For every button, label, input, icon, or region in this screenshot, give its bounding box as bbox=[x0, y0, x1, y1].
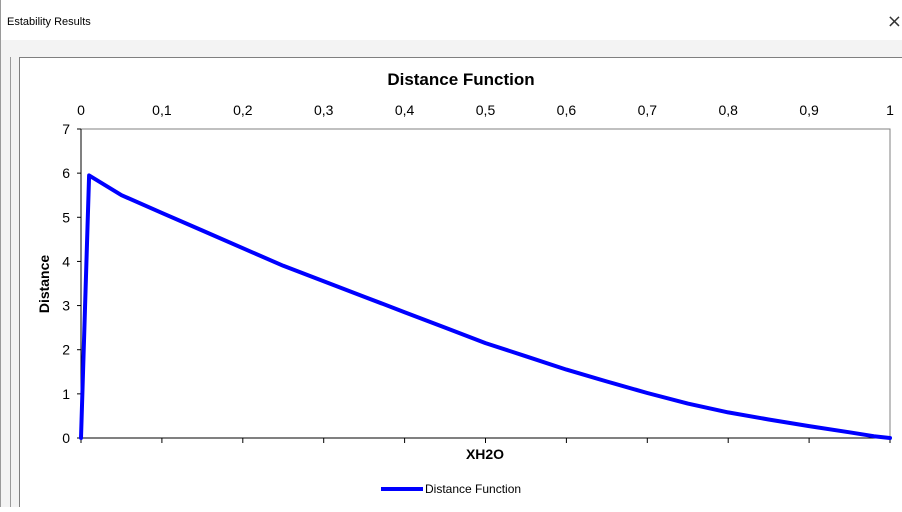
y-axis-label: Distance bbox=[36, 255, 52, 314]
chart-area: Distance Function XH2O Distance 0 1 2 3 4 5 6 7… bbox=[19, 57, 902, 507]
x-tick-label: 0,3 bbox=[314, 102, 334, 118]
x-tick-label: 0,1 bbox=[152, 102, 172, 118]
y-tick-label: 4 bbox=[62, 253, 70, 269]
x-tick-label: 0 bbox=[77, 102, 85, 118]
distance-function-chart: Distance Function XH2O Distance 0 1 2 3 4 5 6 7… bbox=[36, 70, 894, 496]
y-tick-label: 1 bbox=[62, 386, 70, 402]
x-tick-label: 0,7 bbox=[638, 102, 658, 118]
series-line-distance-function bbox=[79, 173, 892, 440]
window-title: Estability Results bbox=[7, 16, 91, 28]
y-tick-label: 3 bbox=[62, 298, 70, 314]
x-tick-label: 0,5 bbox=[476, 102, 496, 118]
x-tick-label: 0,6 bbox=[557, 102, 577, 118]
y-tick-label: 2 bbox=[62, 342, 70, 358]
chart-title: Distance Function bbox=[387, 70, 534, 89]
x-tick-label: 0,9 bbox=[799, 102, 819, 118]
title-bar: Estability Results × bbox=[1, 0, 902, 40]
x-tick-label: 0,2 bbox=[233, 102, 253, 118]
x-tick-label: 0,8 bbox=[718, 102, 738, 118]
legend-label: Distance Function bbox=[425, 482, 521, 496]
y-tick-label: 5 bbox=[62, 209, 70, 225]
y-tick-label: 0 bbox=[62, 430, 70, 446]
y-tick-label: 7 bbox=[62, 121, 70, 137]
x-tick-label: 1 bbox=[886, 102, 894, 118]
left-divider bbox=[10, 57, 11, 507]
x-tick-label: 0,4 bbox=[395, 102, 415, 118]
close-icon[interactable]: × bbox=[886, 11, 902, 32]
legend: Distance Function bbox=[381, 482, 521, 496]
plot-border bbox=[80, 128, 891, 439]
y-tick-label: 6 bbox=[62, 165, 70, 181]
x-axis-label: XH2O bbox=[466, 446, 504, 462]
